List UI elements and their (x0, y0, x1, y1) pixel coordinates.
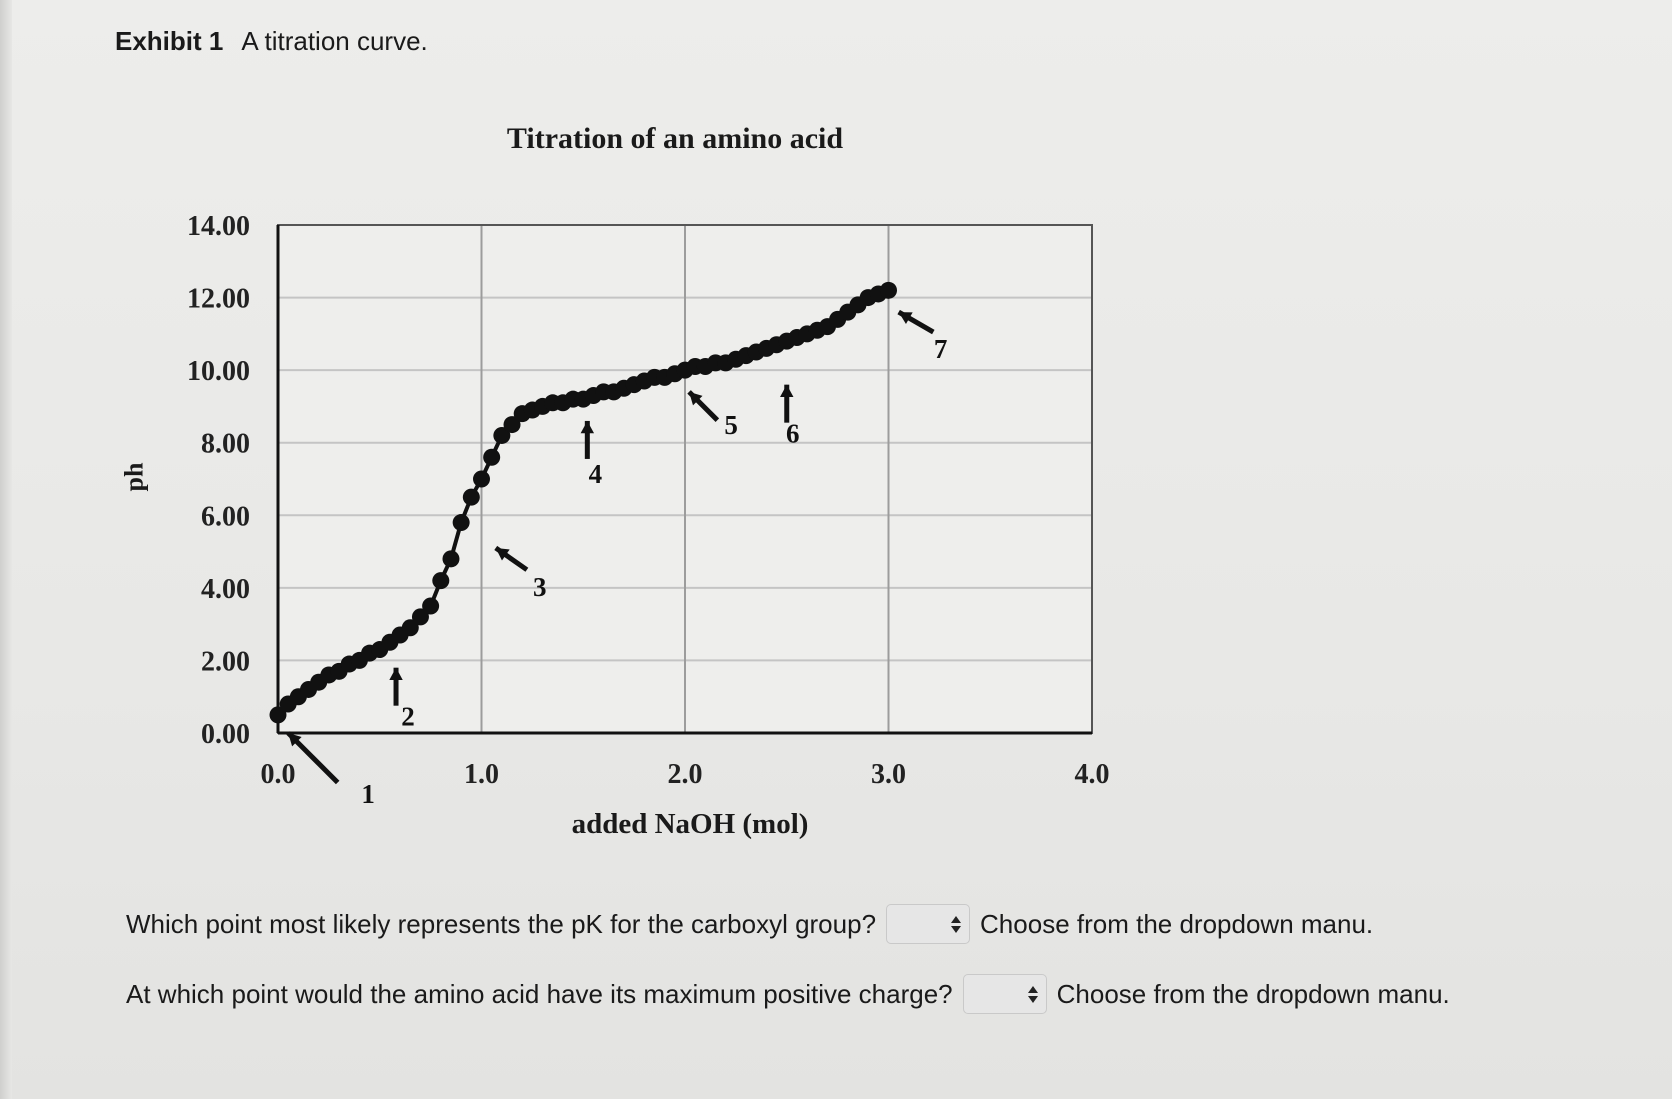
annotation-arrowhead (389, 667, 403, 680)
question-1: Which point most likely represents the p… (126, 904, 1373, 944)
data-point (422, 597, 440, 615)
y-tick-label: 4.00 (201, 574, 250, 605)
data-point (473, 470, 490, 488)
y-tick-label: 2.00 (201, 646, 250, 677)
annotation-label: 7 (934, 334, 948, 364)
chart-title: Titration of an amino acid (506, 122, 844, 155)
exhibit-label: Exhibit 1 (115, 26, 224, 56)
data-point (442, 550, 460, 568)
question-1-text: Which point most likely represents the p… (126, 908, 877, 939)
data-point (411, 608, 429, 626)
data-point (269, 706, 287, 724)
annotation-label: 1 (361, 779, 375, 809)
data-point (452, 514, 470, 532)
data-point (880, 281, 897, 299)
x-tick-label: 0.0 (261, 759, 296, 790)
data-point (432, 572, 450, 590)
question-1-hint: Choose from the dropdown manu. (980, 908, 1374, 939)
annotation-label: 2 (401, 702, 415, 732)
annotation-label: 3 (533, 572, 547, 602)
exhibit-heading: Exhibit 1 A titration curve. (115, 26, 428, 57)
question-2-text: At which point would the amino acid have… (126, 978, 953, 1009)
data-point (401, 619, 419, 637)
question-2-hint: Choose from the dropdown manu. (1056, 978, 1450, 1009)
x-tick-label: 4.0 (1075, 759, 1110, 790)
question-2-dropdown[interactable] (962, 974, 1047, 1014)
annotation-label: 5 (724, 410, 738, 440)
y-tick-label: 10.00 (187, 356, 250, 387)
y-tick-label: 12.00 (187, 284, 250, 315)
annotation-arrowhead (495, 547, 510, 561)
data-point (483, 448, 501, 466)
y-tick-label: 0.00 (201, 719, 250, 750)
annotation-arrowhead (898, 312, 913, 325)
window-edge (0, 0, 12, 1099)
y-tick-label: 6.00 (201, 501, 250, 532)
annotation-arrowhead (288, 733, 302, 747)
question-1-dropdown[interactable] (886, 904, 971, 944)
annotation-arrowhead (780, 384, 794, 397)
annotation-arrowhead (580, 420, 595, 434)
annotation-label: 6 (786, 419, 800, 449)
exhibit-caption: A titration curve. (241, 26, 428, 56)
data-point (503, 416, 521, 434)
x-tick-label: 1.0 (464, 759, 499, 790)
question-2: At which point would the amino acid have… (126, 974, 1450, 1014)
data-point (462, 488, 480, 506)
x-axis-label: added NaOH (mol) (571, 808, 809, 840)
x-tick-label: 2.0 (668, 759, 703, 790)
dropdown-arrows-icon (1027, 985, 1038, 1003)
chart-plot-area: 0.00 2.00 4.00 6.00 8.00 10.00 12.00 14.00 0.0 1.… (187, 211, 1110, 809)
annotation-label: 4 (589, 459, 603, 489)
y-tick-label: 14.00 (187, 211, 250, 242)
dropdown-arrows-icon (951, 915, 962, 933)
y-tick-label: 8.00 (201, 429, 250, 460)
data-point (493, 426, 511, 444)
titration-chart: Titration of an amino acid ph added NaOH… (119, 122, 1110, 840)
annotation-arrowhead (689, 391, 703, 406)
x-tick-label: 3.0 (871, 759, 906, 790)
